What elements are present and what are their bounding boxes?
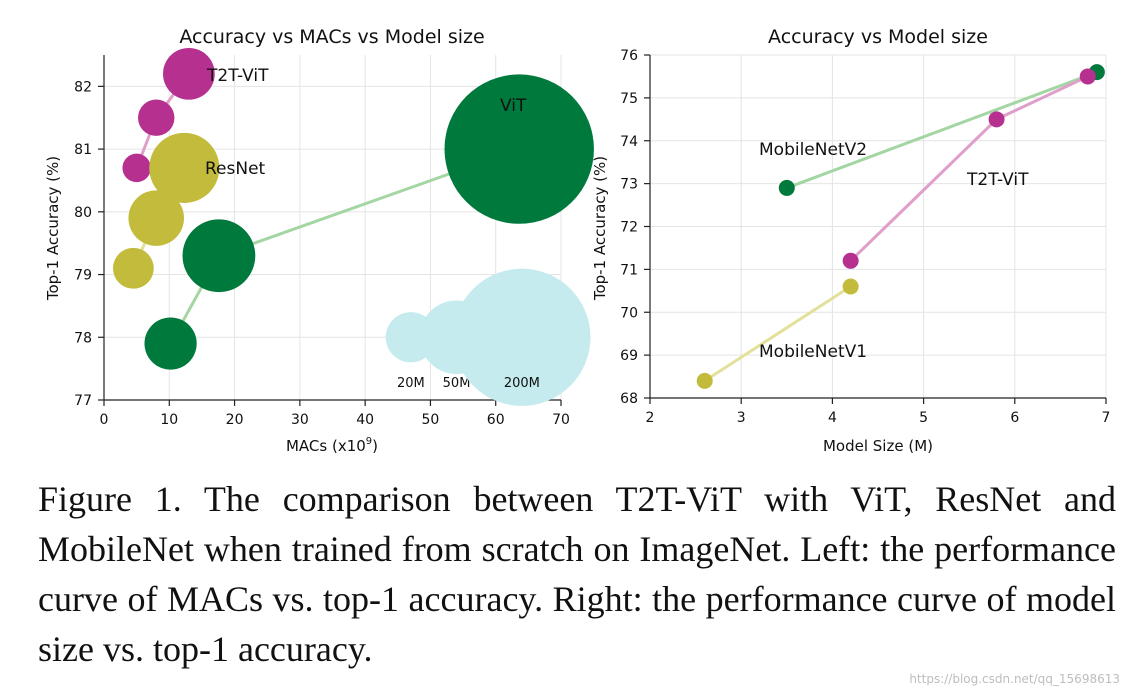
left-size-legend-bubble-200m (453, 268, 591, 406)
left-point-vit-2 (444, 74, 594, 224)
left-series-label-t2t-vit: T2T-ViT (206, 66, 269, 86)
right-x-tick-label-6: 6 (1010, 410, 1019, 426)
right-x-tick-label-4: 4 (828, 410, 837, 426)
left-x-tick-label-0: 0 (100, 412, 109, 428)
left-y-axis-label: Top-1 Accuracy (%) (44, 156, 62, 301)
left-series-label-vit: ViT (500, 96, 527, 116)
left-point-t2t-vit-0 (122, 153, 151, 183)
left-size-legend: 20M 50M 200M (385, 268, 591, 406)
right-point-t2t-vit-2 (1079, 68, 1096, 85)
right-point-t2t-vit-1 (988, 111, 1005, 128)
right-series-line-mobilenetv2 (786, 70, 1098, 190)
watermark: https://blog.csdn.net/qq_15698613 (909, 672, 1120, 686)
left-y-tick-label-79: 79 (74, 268, 92, 284)
right-chart: Accuracy vs Model size 2 3 4 5 6 768697071727… (591, 26, 1110, 455)
left-y-tick-label-77: 77 (74, 393, 92, 409)
left-point-resnet-0 (112, 247, 154, 289)
left-point-resnet-2 (149, 132, 220, 203)
left-y-tick-label-78: 78 (74, 330, 92, 346)
right-x-tick-label-3: 3 (737, 410, 746, 426)
right-series-label-t2t-vit: T2T-ViT (966, 170, 1029, 190)
left-x-tick-label-50: 50 (422, 412, 440, 428)
right-y-tick-label-71: 71 (620, 262, 638, 278)
right-y-tick-label-69: 69 (620, 348, 638, 364)
right-chart-grid (649, 54, 1107, 399)
left-point-t2t-vit-2 (163, 47, 215, 100)
left-size-legend-label-50m: 50M (443, 376, 471, 391)
left-point-vit-1 (182, 219, 256, 293)
left-y-tick-label-81: 81 (74, 142, 92, 158)
right-series-line-mobilenetv1 (703, 285, 852, 383)
left-point-vit-0 (144, 317, 197, 370)
left-point-t2t-vit-1 (138, 99, 175, 136)
figure-caption: Figure 1. The comparison between T2T-ViT… (38, 479, 1116, 669)
left-chart-points (112, 47, 594, 370)
left-y-tick-label-80: 80 (74, 205, 92, 221)
right-point-mobilenetv1-1 (842, 278, 859, 295)
left-x-tick-label-10: 10 (160, 412, 178, 428)
left-size-legend-label-20m: 20M (397, 376, 425, 391)
right-series-label-mobilenetv1: MobileNetV1 (759, 342, 867, 362)
right-x-axis-label: Model Size (M) (823, 437, 933, 455)
right-y-tick-label-75: 75 (620, 91, 638, 107)
left-chart-axes (103, 55, 561, 401)
left-x-tick-label-20: 20 (226, 412, 244, 428)
left-x-tick-label-30: 30 (291, 412, 309, 428)
right-y-tick-label-72: 72 (620, 220, 638, 236)
right-x-tick-label-5: 5 (919, 410, 928, 426)
left-x-tick-label-60: 60 (487, 412, 505, 428)
left-x-axis-label: MACs (x109) (286, 436, 378, 455)
right-point-mobilenetv2-0 (778, 179, 795, 196)
figure-charts: Accuracy vs MACs vs Model size 0 10 20 30 40… (44, 26, 1110, 455)
right-series-label-mobilenetv2: MobileNetV2 (759, 140, 867, 160)
right-y-tick-label-73: 73 (620, 177, 638, 193)
right-y-axis-label: Top-1 Accuracy (%) (591, 156, 609, 301)
right-y-tick-label-76: 76 (620, 48, 638, 64)
left-series-label-resnet: ResNet (205, 159, 266, 179)
left-size-legend-label-200m: 200M (504, 376, 540, 391)
left-point-resnet-1 (128, 190, 184, 246)
right-y-tick-label-74: 74 (620, 134, 638, 150)
left-chart-title: Accuracy vs MACs vs Model size (179, 26, 484, 48)
left-chart: Accuracy vs MACs vs Model size 0 10 20 30 40… (44, 26, 594, 455)
left-x-tick-label-40: 40 (356, 412, 374, 428)
right-chart-title: Accuracy vs Model size (768, 26, 988, 48)
right-y-tick-label-70: 70 (620, 305, 638, 321)
right-point-t2t-vit-0 (842, 252, 859, 269)
right-y-tick-label-68: 68 (620, 391, 638, 407)
right-x-tick-label-7: 7 (1102, 410, 1111, 426)
right-chart-points (696, 64, 1105, 389)
right-point-mobilenetv1-0 (696, 372, 713, 389)
right-x-tick-label-2: 2 (646, 410, 655, 426)
left-y-tick-label-82: 82 (74, 79, 92, 95)
left-x-tick-label-70: 70 (552, 412, 570, 428)
left-chart-ticks: 0 10 20 30 40 50 60 70 77 78 79 80 81 82 (74, 79, 570, 428)
right-series-line-t2t-vit (849, 75, 1089, 262)
